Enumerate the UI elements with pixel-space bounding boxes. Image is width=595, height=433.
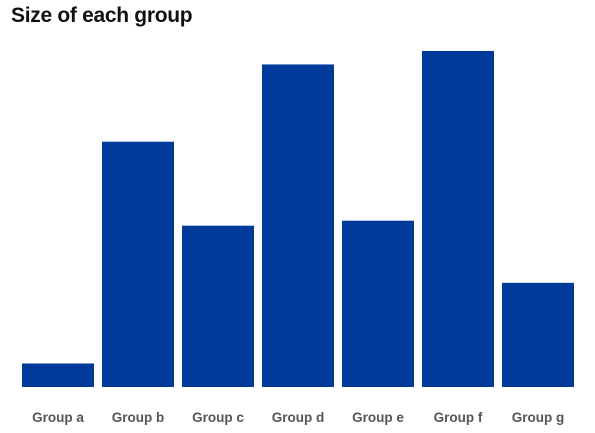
bar-group-e [342,221,414,387]
bar-group-g [502,283,574,387]
bar-group-c [182,226,254,387]
tick-label-group-c: Group c [192,410,244,425]
tick-label-group-f: Group f [434,410,483,425]
x-tick-labels: Group a Group b Group c Group d Group e Group… [32,410,564,425]
bar-group-b [102,142,174,387]
tick-label-group-d: Group d [272,410,325,425]
bar-group-a [22,363,94,387]
tick-label-group-g: Group g [512,410,565,425]
tick-label-group-e: Group e [352,410,404,425]
bar-group-f [422,51,494,387]
tick-label-group-a: Group a [32,410,84,425]
bars-group [22,51,574,387]
bar-group-d [262,64,334,387]
tick-label-group-b: Group b [112,410,165,425]
